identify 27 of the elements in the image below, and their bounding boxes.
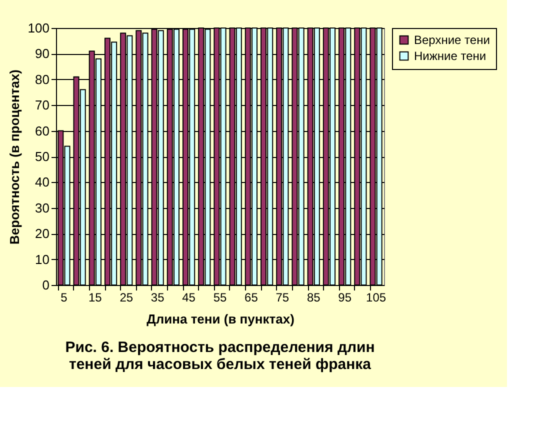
x-tick-label: 15 bbox=[88, 290, 102, 304]
y-tick-label: 90 bbox=[35, 46, 50, 62]
y-tick-label: 10 bbox=[35, 252, 50, 267]
y-tick-label: 100 bbox=[28, 20, 50, 36]
y-tick-label: 80 bbox=[35, 72, 50, 87]
text: Рис. 6. Вероятность распределения длин теней для часовых белых теней франка bbox=[65, 339, 375, 373]
y-tick-label: 70 bbox=[35, 98, 50, 113]
x-tick-label: 95 bbox=[338, 290, 352, 304]
x-tick-label: 45 bbox=[182, 290, 196, 304]
y-tick-label: 0 bbox=[42, 278, 50, 292]
y-tick-label: 20 bbox=[35, 226, 50, 242]
x-tick-label: 85 bbox=[306, 290, 321, 304]
x-axis-title: Длина тени (в пунктах) bbox=[146, 312, 294, 326]
legend-label: Верхние тени bbox=[414, 33, 490, 47]
x-tick-label: 75 bbox=[276, 290, 290, 304]
x-tick-label: 65 bbox=[244, 290, 258, 304]
y-axis-title: Вероятность (в процентах) bbox=[6, 70, 22, 244]
x-tick-label: 55 bbox=[213, 290, 227, 304]
y-tick-label: 60 bbox=[35, 123, 50, 138]
y-tick-label: 50 bbox=[35, 149, 50, 164]
legend-label: Нижние тени bbox=[414, 49, 486, 63]
x-tick-label: 35 bbox=[150, 290, 165, 304]
x-tick-label: 25 bbox=[120, 290, 134, 304]
x-tick-label: 105 bbox=[366, 290, 386, 304]
y-tick-label: 40 bbox=[35, 174, 50, 190]
x-tick-label: 5 bbox=[60, 290, 68, 304]
y-tick-label: 30 bbox=[35, 200, 50, 216]
